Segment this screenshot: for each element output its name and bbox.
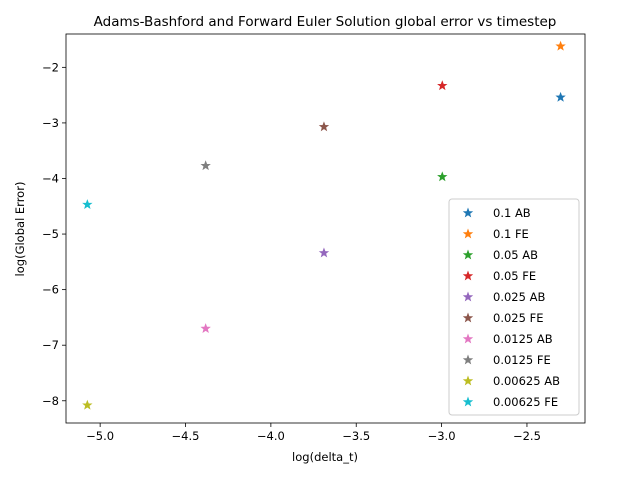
legend-marker bbox=[462, 333, 474, 344]
legend-label: 0.05 AB bbox=[493, 248, 538, 262]
data-point bbox=[82, 399, 93, 410]
x-tick-label: −2.5 bbox=[513, 429, 541, 443]
y-tick-label: −4 bbox=[42, 171, 59, 185]
legend-label: 0.0125 FE bbox=[493, 353, 551, 367]
legend-marker bbox=[462, 396, 474, 407]
chart-title: Adams-Bashford and Forward Euler Solutio… bbox=[94, 14, 557, 30]
data-point bbox=[318, 247, 330, 258]
y-axis-label: log(Global Error) bbox=[13, 182, 27, 277]
legend-label: 0.0125 AB bbox=[493, 332, 553, 346]
x-tick-label: −3.0 bbox=[428, 429, 456, 443]
legend-label: 0.1 FE bbox=[493, 227, 529, 241]
x-axis-label: log(delta_t) bbox=[292, 450, 358, 464]
data-point bbox=[555, 91, 566, 102]
y-axis: −8 −7 −6 −5 −4 −3 −2 bbox=[42, 60, 66, 408]
y-tick-label: −2 bbox=[42, 60, 59, 74]
y-tick-label: −3 bbox=[42, 116, 59, 130]
data-point bbox=[437, 80, 448, 91]
data-point bbox=[555, 40, 566, 51]
legend-marker bbox=[462, 249, 474, 260]
legend-marker bbox=[462, 270, 474, 281]
legend-label: 0.025 FE bbox=[493, 311, 543, 325]
y-tick-label: −7 bbox=[42, 338, 59, 352]
x-tick-label: −4.5 bbox=[172, 429, 200, 443]
legend-marker bbox=[462, 291, 474, 302]
data-point bbox=[318, 121, 330, 132]
y-tick-label: −8 bbox=[42, 394, 59, 408]
y-tick-label: −5 bbox=[42, 227, 59, 241]
legend-label: 0.00625 AB bbox=[493, 374, 560, 388]
x-tick-label: −4.0 bbox=[257, 429, 285, 443]
x-tick-label: −3.5 bbox=[342, 429, 370, 443]
x-axis: −5.0 −4.5 −4.0 −3.5 −3.0 −2.5 bbox=[86, 423, 541, 443]
data-point bbox=[200, 160, 211, 171]
legend-label: 0.025 AB bbox=[493, 290, 545, 304]
legend-label: 0.05 FE bbox=[493, 269, 536, 283]
legend: 0.1 AB 0.1 FE 0.05 AB 0.05 FE 0.025 AB 0.025 … bbox=[448, 198, 580, 416]
legend-box bbox=[448, 198, 580, 416]
legend-marker bbox=[462, 354, 474, 365]
y-tick-label: −6 bbox=[42, 283, 59, 297]
data-point bbox=[82, 199, 93, 210]
legend-label: 0.00625 FE bbox=[493, 395, 558, 409]
data-points bbox=[82, 40, 566, 410]
x-tick-label: −5.0 bbox=[86, 429, 114, 443]
data-point bbox=[200, 323, 211, 333]
legend-marker bbox=[462, 312, 474, 323]
legend-marker bbox=[462, 228, 474, 239]
legend-marker bbox=[462, 375, 474, 386]
plot-frame bbox=[65, 33, 586, 424]
data-point bbox=[437, 171, 448, 182]
legend-label: 0.1 AB bbox=[493, 206, 531, 220]
legend-marker bbox=[462, 207, 474, 218]
